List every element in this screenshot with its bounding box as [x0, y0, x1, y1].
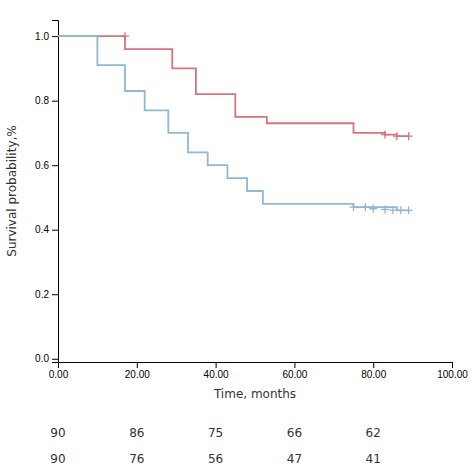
censor-mark — [121, 32, 129, 40]
censor-mark — [393, 132, 401, 140]
y-tick: 0.2 — [35, 289, 58, 300]
y-axis-title: Survival probability,% — [5, 125, 19, 256]
x-tick: 0.00 — [49, 362, 69, 380]
x-axis-title: Time, months — [213, 387, 296, 401]
x-tick-label: 40.00 — [204, 369, 229, 380]
y-tick-mark — [52, 36, 58, 37]
y-tick-label: 0.0 — [35, 353, 49, 364]
y-tick: 0.6 — [35, 160, 58, 171]
at-risk-number: 66 — [287, 426, 302, 440]
y-tick-label: 0.8 — [35, 95, 49, 106]
x-axis: 0.00 20.00 40.00 60.00 80.00 100.00 — [49, 362, 468, 380]
survival-curve — [58, 36, 409, 136]
censor-mark — [361, 203, 369, 211]
censor-mark — [381, 131, 389, 139]
y-tick-mark — [52, 165, 58, 166]
censor-mark — [405, 206, 413, 214]
y-tick: 0.8 — [35, 95, 58, 106]
x-tick-mark — [452, 362, 453, 368]
x-tick-mark — [137, 362, 138, 368]
censor-mark — [389, 206, 397, 214]
censor-mark — [381, 205, 389, 213]
x-tick-label: 100.00 — [437, 369, 468, 380]
x-tick: 100.00 — [437, 362, 468, 380]
x-tick-label: 60.00 — [282, 369, 307, 380]
y-tick-label: 0.4 — [35, 224, 49, 235]
censor-mark — [405, 132, 413, 140]
at-risk-number: 86 — [129, 426, 144, 440]
x-axis-line — [59, 363, 453, 369]
at-risk-number: 62 — [366, 426, 381, 440]
y-tick: 1.0 — [35, 31, 58, 42]
survival-curve — [58, 36, 409, 210]
y-tick-label: 0.6 — [35, 160, 49, 171]
at-risk-number: 47 — [287, 452, 302, 466]
marks — [58, 32, 413, 214]
x-tick-mark — [294, 362, 295, 368]
x-tick-label: 0.00 — [49, 369, 69, 380]
chart: 0.0020.0040.0060.0080.00100.000.00.20.40… — [0, 0, 474, 474]
x-tick-mark — [373, 362, 374, 368]
at-risk-number: 56 — [208, 452, 223, 466]
y-tick-label: 1.0 — [35, 31, 49, 42]
censor-mark — [369, 205, 377, 213]
x-tick-label: 20.00 — [125, 369, 150, 380]
y-tick: 0.0 — [35, 353, 58, 364]
x-tick-label: 80.00 — [361, 369, 386, 380]
y-tick: 0.4 — [35, 224, 58, 235]
at-risk-number: 90 — [50, 452, 65, 466]
censor-mark — [397, 206, 405, 214]
y-axis: 0.0 0.2 0.4 0.6 0.8 1.0 — [35, 21, 58, 365]
y-tick-label: 0.2 — [35, 289, 49, 300]
y-tick-mark — [52, 294, 58, 295]
at-risk-number: 75 — [208, 426, 223, 440]
y-tick-mark — [52, 230, 58, 231]
y-tick-mark — [52, 359, 58, 360]
x-tick: 40.00 — [204, 362, 229, 380]
censor-mark — [350, 203, 358, 211]
y-axis-line — [52, 21, 59, 363]
plot: 0.0020.0040.0060.0080.00100.000.00.20.40… — [5, 21, 468, 466]
at-risk-number: 90 — [50, 426, 65, 440]
at-risk-number: 41 — [366, 452, 381, 466]
at-risk-number: 76 — [129, 452, 144, 466]
x-tick: 20.00 — [125, 362, 150, 380]
x-tick-mark — [216, 362, 217, 368]
y-tick-mark — [52, 101, 58, 102]
x-tick: 60.00 — [282, 362, 307, 380]
x-tick: 80.00 — [361, 362, 386, 380]
